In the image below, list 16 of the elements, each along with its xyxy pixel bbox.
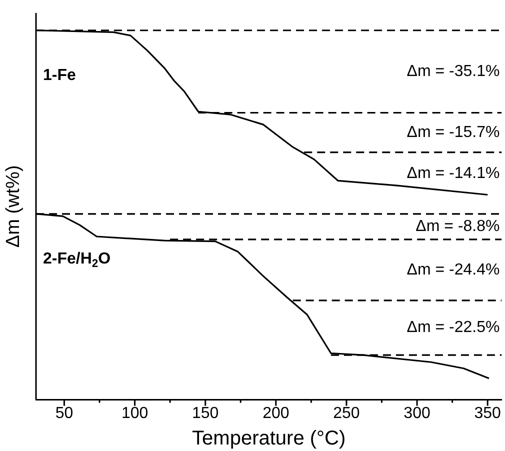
x-tick-label: 300 [404,404,430,422]
annotation: Δm = -35.1% [406,62,500,80]
y-axis-title: Δm (wt%) [3,165,24,248]
x-tick-label: 250 [333,404,360,422]
x-tick-label: 200 [262,404,290,422]
x-tick-label: 350 [474,404,502,422]
annotation: Δm = -22.5% [406,319,500,336]
annotation: Δm = -15.7% [406,124,500,141]
text: 1-Fe [42,66,76,84]
annotation: Δm = -8.8% [416,218,500,236]
x-tick-label: 150 [192,404,219,422]
x-tick-label: 100 [121,404,148,422]
annotation: Δm = -14.1% [406,164,500,182]
x-axis-title: Temperature (°C) [192,428,346,450]
annotation: Δm = -24.4% [406,261,500,278]
x-tick-label: 50 [55,404,74,422]
